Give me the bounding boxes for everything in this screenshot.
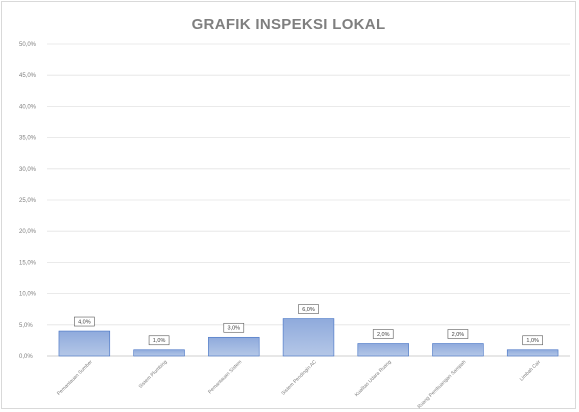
y-tick-label: 40,0%: [19, 104, 37, 110]
y-tick-label: 10,0%: [19, 292, 37, 298]
data-label-box: [522, 335, 543, 346]
data-label: 2,0%: [377, 332, 390, 338]
data-label-box: [223, 322, 245, 333]
category-label: Pemantauan Sumber: [56, 359, 94, 397]
category-label: Sistem Pendingin AC: [280, 359, 318, 397]
data-label: 4,0%: [78, 319, 91, 325]
data-label-box: [74, 316, 95, 327]
y-tick-label: 35,0%: [19, 136, 37, 142]
category-label: Kualitas Udara Ruang: [354, 359, 393, 398]
category-label: Sistem Plumbing: [138, 359, 169, 390]
bar: [506, 349, 559, 357]
bar: [58, 330, 111, 357]
bar: [133, 349, 185, 357]
category-label: Limbah Cair: [519, 359, 543, 383]
data-label: 1,0%: [526, 338, 539, 344]
y-tick-label: 5,0%: [19, 323, 33, 329]
bar: [282, 318, 335, 357]
y-tick-label: 15,0%: [19, 260, 37, 266]
data-label: 6,0%: [302, 307, 315, 313]
data-label-box: [447, 329, 469, 339]
data-label: 1,0%: [153, 338, 166, 344]
bar: [208, 336, 260, 357]
bar: [432, 343, 484, 357]
data-label-box: [372, 329, 394, 339]
y-tick-label: 20,0%: [19, 229, 37, 235]
y-tick-label: 50,0%: [19, 42, 37, 48]
y-tick-label: 25,0%: [19, 198, 37, 204]
data-label-box: [148, 335, 170, 346]
y-tick-label: 30,0%: [19, 167, 37, 173]
category-label: Pemantauan Sistem: [207, 359, 243, 395]
data-label: 2,0%: [452, 332, 465, 338]
bar: [357, 343, 409, 357]
data-label: 3,0%: [228, 326, 241, 332]
chart-title: GRAFIK INSPEKSI LOKAL: [191, 16, 386, 33]
data-label-box: [298, 304, 319, 314]
category-label: Ruang Pembuangan Sampah: [417, 359, 468, 410]
y-tick-label: 0,0%: [19, 354, 33, 360]
y-tick-label: 45,0%: [19, 73, 37, 79]
